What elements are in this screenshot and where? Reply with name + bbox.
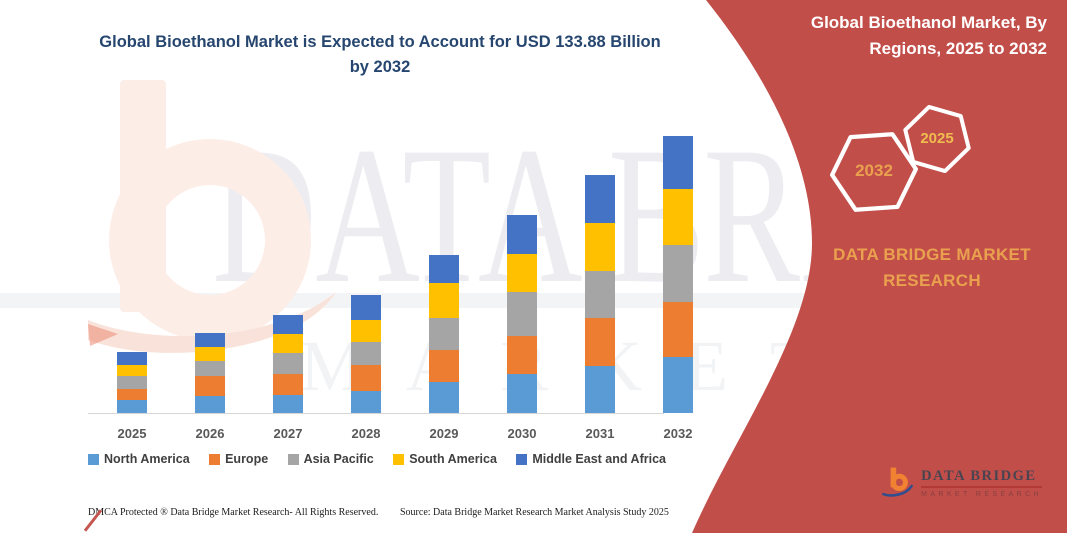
databridge-logo-b-icon: [882, 467, 913, 497]
brand-text: DATA BRIDGE MARKET RESEARCH: [833, 245, 1031, 291]
bar-segment-2031-europe: [585, 318, 615, 366]
bar-2029: 2029: [429, 254, 459, 441]
legend-swatch-icon: [516, 453, 528, 465]
bar-segment-2030-europe: [507, 335, 537, 375]
bar-segment-2029-asia-pacific: [429, 318, 459, 351]
bar-segment-2026-asia-pacific: [195, 361, 225, 377]
bar-2025: 2025: [117, 352, 147, 441]
bar-segment-2032-europe: [663, 301, 693, 357]
bar-segment-2030-north-america: [507, 374, 537, 413]
panel-title: Global Bioethanol Market, By Regions, 20…: [810, 13, 1047, 59]
bar-segment-2025-south-america: [117, 364, 147, 377]
bar-segment-2027-south-america: [273, 333, 303, 354]
bar-segment-2025-asia-pacific: [117, 376, 147, 389]
legend-swatch-icon: [88, 453, 99, 465]
bar-2027: 2027: [273, 314, 303, 441]
legend-label: North America: [104, 452, 190, 466]
logo-tagline: MARKET RESEARCH: [921, 490, 1042, 498]
bar-segment-2030-asia-pacific: [507, 292, 537, 336]
legend-label: Middle East and Africa: [532, 452, 666, 466]
x-tick-2031: 2031: [585, 426, 615, 441]
x-tick-2028: 2028: [351, 426, 381, 441]
bar-segment-2029-south-america: [429, 283, 459, 319]
bar-segment-2031-middle-east-and-africa: [585, 175, 615, 223]
bar-segment-2027-middle-east-and-africa: [273, 314, 303, 334]
legend-item-south-america: South America: [393, 452, 497, 466]
bar-segment-2026-europe: [195, 376, 225, 396]
bar-segment-2027-asia-pacific: [273, 353, 303, 374]
bar-segment-2032-south-america: [663, 189, 693, 246]
bar-segment-2027-europe: [273, 373, 303, 395]
dmca-notice: DMCA Protected ® Data Bridge Market Rese…: [88, 507, 379, 518]
logo-text-block: DATA BRIDGE MARKET RESEARCH: [921, 468, 1042, 498]
logo-underline: [921, 486, 1042, 488]
bar-segment-2025-europe: [117, 388, 147, 400]
bar-segment-2028-middle-east-and-africa: [351, 295, 381, 320]
bar-segment-2032-asia-pacific: [663, 245, 693, 302]
legend-item-asia-pacific: Asia Pacific: [287, 452, 374, 466]
hexagon-large-outline: [830, 132, 918, 212]
legend-swatch-icon: [209, 453, 221, 465]
bar-2030: 2030: [507, 215, 537, 441]
bar-segment-2028-south-america: [351, 319, 381, 342]
bar-segment-2029-north-america: [429, 382, 459, 413]
hexagon-year-2032: 2032: [855, 161, 893, 180]
x-tick-2025: 2025: [117, 426, 147, 441]
x-axis-line: [88, 413, 664, 414]
hexagon-year-2025: 2025: [920, 130, 954, 147]
source-note: Source: Data Bridge Market Research Mark…: [400, 507, 669, 518]
bar-segment-2030-middle-east-and-africa: [507, 215, 537, 254]
stacked-bar-plot: 2025 2026 2027 2028 2029 2030 2031 2032: [88, 133, 712, 441]
legend-item-north-america: North America: [88, 452, 190, 466]
bar-segment-2029-europe: [429, 350, 459, 382]
bar-segment-2028-north-america: [351, 391, 381, 413]
bar-segment-2025-north-america: [117, 399, 147, 413]
x-tick-2029: 2029: [429, 426, 459, 441]
bar-segment-2025-middle-east-and-africa: [117, 352, 147, 365]
legend-swatch-icon: [393, 453, 405, 465]
bar-segment-2031-asia-pacific: [585, 270, 615, 319]
bar-2026: 2026: [195, 332, 225, 441]
x-tick-2026: 2026: [195, 426, 225, 441]
bar-segment-2026-north-america: [195, 395, 225, 413]
bar-segment-2032-north-america: [663, 356, 693, 413]
bar-segment-2031-south-america: [585, 222, 615, 271]
legend-label: South America: [409, 452, 497, 466]
bar-segment-2026-middle-east-and-africa: [195, 332, 225, 348]
bar-segment-2031-north-america: [585, 365, 615, 413]
bar-segment-2029-middle-east-and-africa: [429, 254, 459, 284]
bar-2032: 2032: [663, 136, 693, 441]
databridge-logo: DATA BRIDGE MARKET RESEARCH: [882, 452, 1042, 514]
bar-segment-2030-south-america: [507, 253, 537, 293]
legend-label: Asia Pacific: [303, 452, 374, 466]
x-tick-2032: 2032: [663, 426, 693, 441]
x-tick-2027: 2027: [273, 426, 303, 441]
legend-item-middle-east-and-africa: Middle East and Africa: [516, 452, 666, 466]
chart-title: Global Bioethanol Market is Expected to …: [99, 33, 661, 76]
bar-2031: 2031: [585, 175, 615, 441]
bar-segment-2026-south-america: [195, 347, 225, 362]
x-tick-2030: 2030: [507, 426, 537, 441]
bar-segment-2027-north-america: [273, 394, 303, 413]
bar-segment-2032-middle-east-and-africa: [663, 136, 693, 190]
legend-swatch-icon: [287, 453, 299, 465]
bar-segment-2028-europe: [351, 365, 381, 392]
legend-item-europe: Europe: [209, 452, 268, 466]
bar-segment-2028-asia-pacific: [351, 341, 381, 366]
hexagon-small-outline: [903, 104, 971, 174]
bar-2028: 2028: [351, 295, 381, 441]
chart-legend: North America Europe Asia Pacific South Ame…: [88, 452, 666, 466]
logo-name: DATA BRIDGE: [921, 468, 1037, 485]
legend-label: Europe: [225, 452, 269, 466]
